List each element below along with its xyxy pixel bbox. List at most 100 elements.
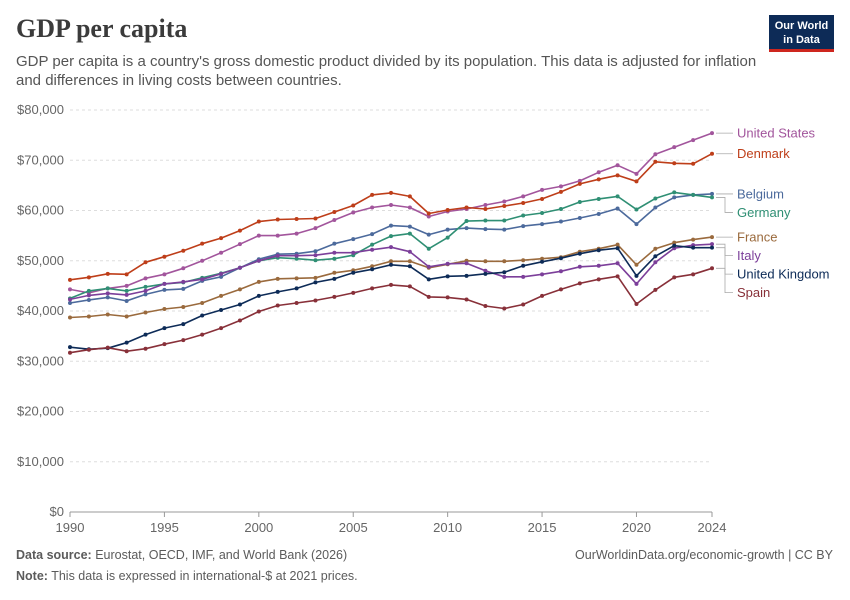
- y-tick-label: $10,000: [17, 454, 64, 469]
- data-point: [389, 190, 393, 195]
- data-point: [502, 227, 507, 232]
- data-point: [502, 274, 507, 279]
- data-point: [332, 210, 337, 215]
- data-point: [558, 206, 563, 211]
- data-point: [332, 256, 337, 261]
- data-point: [653, 159, 658, 164]
- data-point: [275, 253, 280, 258]
- data-point: [294, 217, 299, 222]
- data-point: [370, 247, 375, 252]
- data-source: Data source: Eurostat, OECD, IMF, and Wo…: [16, 548, 347, 562]
- data-point: [294, 276, 299, 281]
- data-point: [558, 189, 563, 194]
- data-point: [540, 187, 545, 192]
- data-point: [691, 245, 696, 250]
- data-point: [653, 254, 658, 259]
- data-point: [710, 191, 714, 196]
- data-point: [634, 301, 639, 306]
- data-point: [502, 199, 507, 204]
- credit-link[interactable]: OurWorldinData.org/economic-growth | CC …: [575, 548, 833, 562]
- data-point: [313, 275, 318, 280]
- data-point: [502, 259, 507, 264]
- logo-line-1: Our World: [774, 20, 829, 32]
- data-point: [181, 248, 186, 253]
- data-point: [68, 315, 72, 320]
- data-point: [124, 283, 129, 288]
- data-point: [68, 300, 72, 305]
- data-point: [445, 235, 450, 240]
- data-point: [691, 192, 696, 197]
- data-point: [181, 286, 186, 291]
- data-point: [237, 265, 242, 270]
- data-point: [502, 270, 507, 275]
- data-point: [332, 241, 337, 246]
- data-point: [464, 261, 469, 266]
- data-point: [105, 345, 110, 350]
- data-point: [86, 314, 91, 319]
- data-point: [672, 161, 677, 166]
- data-point: [483, 268, 488, 273]
- data-point: [521, 263, 526, 268]
- data-point: [558, 184, 563, 189]
- data-point: [105, 295, 110, 300]
- owid-logo[interactable]: Our World in Data: [769, 15, 834, 52]
- data-point: [332, 276, 337, 281]
- data-point: [426, 264, 431, 269]
- data-point: [143, 276, 148, 281]
- data-point: [577, 199, 582, 204]
- data-point: [389, 259, 393, 264]
- data-point: [558, 269, 563, 274]
- data-point: [577, 264, 582, 269]
- data-point: [162, 342, 167, 347]
- data-point: [653, 246, 658, 251]
- note-text: This data is expressed in international-…: [51, 569, 358, 583]
- data-point: [596, 170, 601, 175]
- data-point: [200, 277, 205, 282]
- data-point: [200, 241, 205, 246]
- data-point: [483, 202, 488, 207]
- data-point: [691, 272, 696, 277]
- data-point: [124, 349, 129, 354]
- data-point: [351, 290, 356, 295]
- series-label: United Kingdom: [737, 267, 830, 282]
- data-point: [464, 205, 469, 210]
- data-point: [219, 326, 224, 331]
- chart-note: Note: This data is expressed in internat…: [16, 569, 358, 583]
- data-point: [389, 262, 393, 267]
- x-tick-label: 2000: [244, 520, 273, 535]
- x-tick-label: 1995: [150, 520, 179, 535]
- data-point: [389, 245, 393, 250]
- data-point: [370, 267, 375, 272]
- data-point: [540, 293, 545, 298]
- series-label: Germany: [737, 205, 791, 220]
- data-point: [351, 203, 356, 208]
- data-point: [540, 272, 545, 277]
- data-point: [634, 273, 639, 278]
- data-point: [219, 236, 224, 241]
- data-point: [710, 195, 714, 200]
- data-point: [68, 297, 72, 302]
- label-connector: [716, 247, 733, 275]
- data-point: [294, 300, 299, 305]
- data-point: [313, 216, 318, 221]
- data-point: [237, 287, 242, 292]
- data-point: [540, 196, 545, 201]
- data-point: [502, 203, 507, 208]
- data-point: [521, 302, 526, 307]
- data-point: [219, 293, 224, 298]
- y-tick-label: $40,000: [17, 303, 64, 318]
- data-point: [577, 281, 582, 286]
- data-point: [426, 211, 431, 216]
- chart-subtitle: GDP per capita is a country's gross dome…: [16, 53, 757, 89]
- data-point: [558, 287, 563, 292]
- data-point: [596, 177, 601, 182]
- data-point: [332, 250, 337, 255]
- series-label: France: [737, 230, 777, 245]
- data-point: [672, 145, 677, 150]
- source-text[interactable]: Eurostat, OECD, IMF, and World Bank (202…: [95, 548, 348, 562]
- data-point: [710, 151, 714, 156]
- data-point: [237, 318, 242, 323]
- data-point: [237, 228, 242, 233]
- label-connector: [716, 197, 733, 213]
- data-point: [105, 291, 110, 296]
